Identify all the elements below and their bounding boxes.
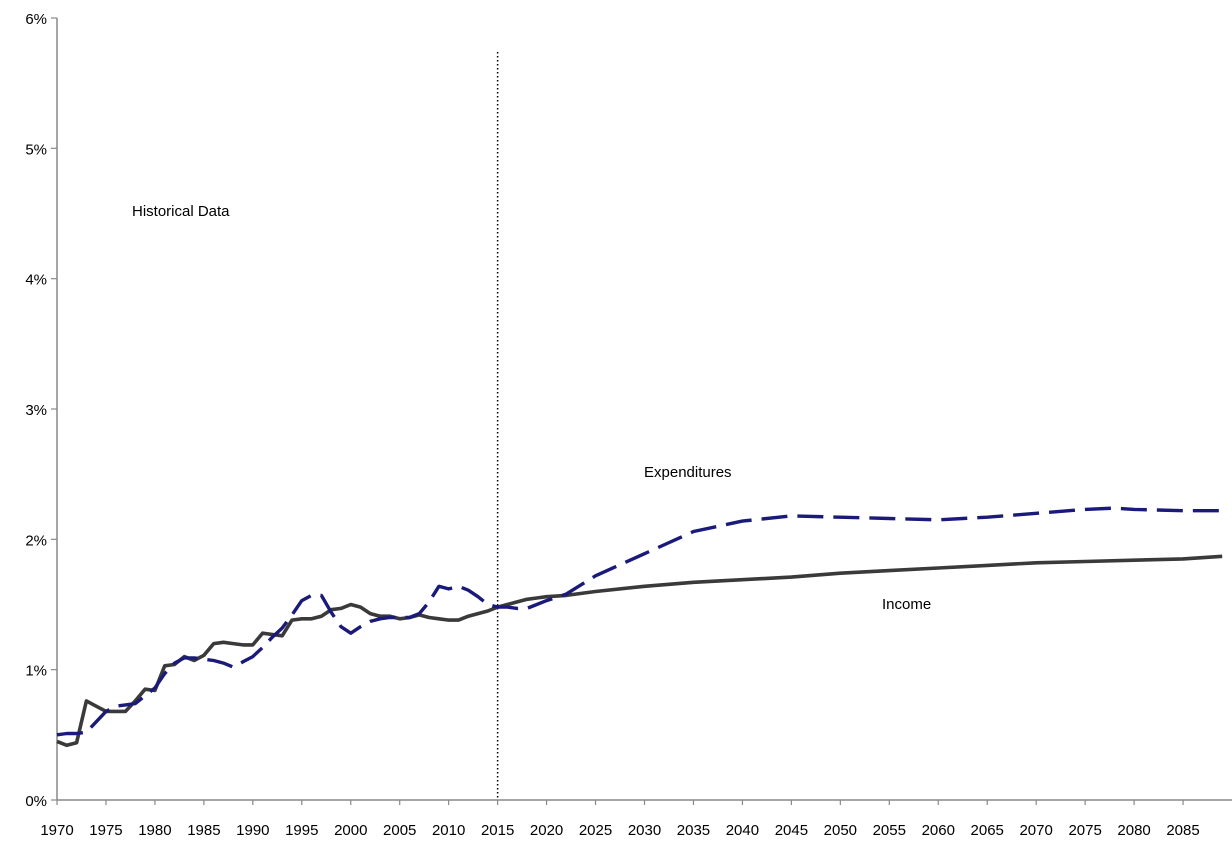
income-label: Income — [882, 596, 931, 613]
x-tick-label: 2015 — [481, 822, 514, 839]
x-tick-label: 2070 — [1019, 822, 1052, 839]
income-series-line — [56, 554, 1223, 748]
expenditures-label: Expenditures — [644, 464, 732, 481]
x-tick-label: 1995 — [285, 822, 318, 839]
x-tick-label: 2085 — [1166, 822, 1199, 839]
y-tick-label: 5% — [25, 141, 47, 158]
x-tick-label: 2005 — [383, 822, 416, 839]
expenditures-series-line — [56, 506, 1223, 737]
y-tick-label: 4% — [25, 272, 47, 289]
x-tick-label: 2020 — [530, 822, 563, 839]
y-tick-label: 3% — [25, 402, 47, 419]
x-tick-label: 1975 — [89, 822, 122, 839]
x-tick-label: 2065 — [971, 822, 1004, 839]
x-tick-label: 2055 — [873, 822, 906, 839]
x-tick-label: 2035 — [677, 822, 710, 839]
y-tick-label: 1% — [25, 663, 47, 680]
x-tick-label: 2075 — [1068, 822, 1101, 839]
y-tick-label: 2% — [25, 532, 47, 549]
x-tick-label: 2050 — [824, 822, 857, 839]
x-tick-label: 2045 — [775, 822, 808, 839]
x-tick-label: 2060 — [922, 822, 955, 839]
x-tick-label: 2030 — [628, 822, 661, 839]
x-tick-label: 1980 — [138, 822, 171, 839]
x-axis: 1970 1975 1980 1985 1990 1995 2000 2005 2010 2015… — [40, 799, 1232, 839]
x-tick-label: 1970 — [40, 822, 73, 839]
historical-data-label: Historical Data — [132, 203, 230, 220]
x-tick-label: 2000 — [334, 822, 367, 839]
y-axis: 0% 1% 2% 3% 4% 5% 6% — [25, 11, 58, 810]
x-tick-label: 2040 — [726, 822, 759, 839]
x-tick-label: 1990 — [236, 822, 269, 839]
plot-area — [56, 52, 1223, 800]
y-tick-label: 6% — [25, 11, 47, 28]
y-tick-label: 0% — [25, 793, 47, 810]
x-tick-label: 2025 — [579, 822, 612, 839]
x-tick-label: 2010 — [432, 822, 465, 839]
x-tick-label: 1985 — [187, 822, 220, 839]
x-tick-label: 2080 — [1117, 822, 1150, 839]
